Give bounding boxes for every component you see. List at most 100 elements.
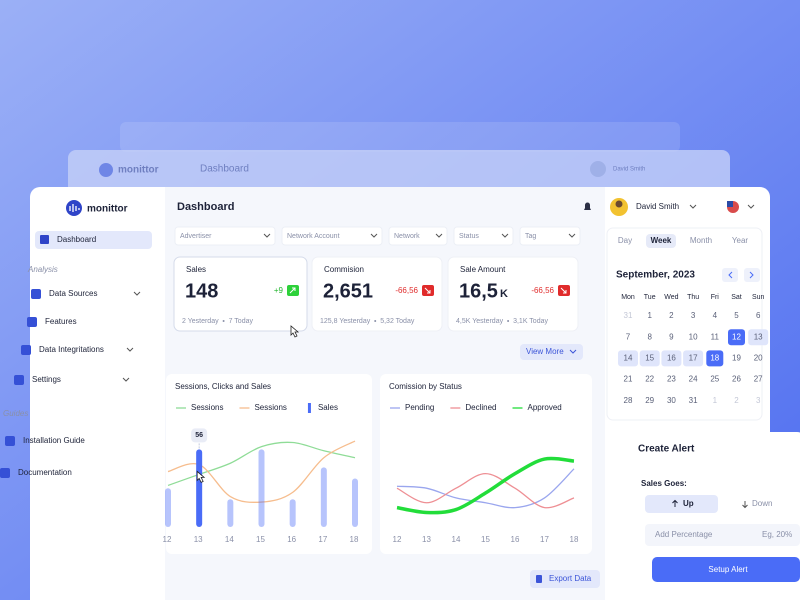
day[interactable]: 1	[713, 396, 718, 405]
view-more[interactable]: View More	[526, 347, 564, 356]
day[interactable]: 4	[713, 311, 718, 320]
view-more-button[interactable]	[520, 344, 583, 360]
nav-item[interactable]: Features	[45, 317, 77, 326]
x-tick-label: 17	[318, 535, 327, 544]
day[interactable]: 11	[711, 332, 720, 341]
nav-icon	[31, 289, 41, 299]
stat-card[interactable]	[447, 256, 579, 332]
bar	[227, 499, 234, 527]
x-tick-label: 16	[511, 535, 520, 544]
filter-select[interactable]	[281, 226, 383, 246]
day[interactable]: 10	[689, 332, 698, 341]
day[interactable]: 3	[691, 311, 696, 320]
day[interactable]: 8	[647, 332, 652, 341]
filter-label: Status	[459, 233, 479, 240]
x-tick-label: 17	[540, 535, 549, 544]
user-name[interactable]: David Smith	[636, 202, 679, 211]
day[interactable]: 27	[754, 375, 763, 384]
day[interactable]: 28	[624, 396, 633, 405]
day[interactable]: 29	[645, 396, 654, 405]
x-tick-label: 14	[225, 535, 234, 544]
range-day	[661, 350, 682, 367]
selected-day	[728, 329, 745, 346]
next-month[interactable]	[744, 268, 760, 282]
day[interactable]: 6	[756, 311, 761, 320]
setup-button[interactable]	[652, 557, 800, 582]
filter-select[interactable]	[174, 226, 276, 246]
day[interactable]: 16	[667, 354, 676, 363]
day[interactable]: 7	[626, 332, 631, 341]
tab[interactable]: Week	[651, 236, 672, 245]
range-day	[683, 350, 704, 367]
day[interactable]: 15	[645, 354, 654, 363]
nav-item[interactable]: Dashboard	[57, 235, 96, 244]
day[interactable]: 18	[710, 354, 719, 363]
stat-card[interactable]	[173, 256, 308, 332]
tab[interactable]: Month	[690, 236, 712, 245]
day[interactable]: 13	[754, 332, 763, 341]
bar	[320, 467, 327, 527]
day[interactable]: 20	[754, 354, 763, 363]
day[interactable]: 19	[732, 354, 741, 363]
day[interactable]: 24	[689, 375, 698, 384]
percentage-input[interactable]	[645, 524, 800, 546]
tab[interactable]: Day	[618, 236, 632, 245]
alert-title: Create Alert	[638, 444, 695, 455]
tab-active	[646, 234, 676, 248]
nav-item[interactable]: Installation Guide	[23, 436, 85, 445]
tab[interactable]: Year	[732, 236, 749, 245]
day[interactable]: 3	[756, 396, 761, 405]
export-label[interactable]: Export Data	[549, 574, 592, 583]
day[interactable]: 17	[689, 354, 698, 363]
weekday: Fri	[711, 294, 720, 301]
stat-detail: 5,32 Today	[380, 318, 415, 325]
legend-label: Sessions	[191, 403, 223, 412]
setup-label[interactable]: Setup Alert	[708, 565, 748, 574]
nav-section: Guides	[3, 409, 28, 418]
stat-detail: 2 Yesterday	[182, 318, 219, 325]
x-tick-label: 16	[287, 535, 296, 544]
day[interactable]: 12	[732, 332, 741, 341]
day[interactable]: 14	[624, 354, 633, 363]
chart-title: Sessions, Clicks and Sales	[175, 382, 271, 391]
filter-select[interactable]	[388, 226, 448, 246]
nav-item[interactable]: Settings	[32, 375, 61, 384]
day[interactable]: 9	[669, 332, 674, 341]
day[interactable]: 1	[647, 311, 652, 320]
back-title: Dashboard	[200, 164, 249, 175]
day[interactable]: 2	[734, 396, 739, 405]
up-button[interactable]	[645, 495, 718, 513]
day[interactable]: 5	[734, 311, 739, 320]
day[interactable]: 31	[624, 311, 633, 320]
series-line	[396, 456, 575, 515]
prev-month[interactable]	[722, 268, 738, 282]
day[interactable]: 22	[645, 375, 654, 384]
stat-card[interactable]	[311, 256, 443, 332]
filter-select[interactable]	[519, 226, 581, 246]
active-nav[interactable]	[35, 231, 152, 249]
up-arrow	[672, 499, 678, 507]
nav-item[interactable]: Data Sources	[49, 289, 97, 298]
trend-arrow	[424, 287, 431, 294]
nav-item[interactable]: Data Integritations	[39, 345, 104, 354]
filter-select[interactable]	[453, 226, 514, 246]
down-label[interactable]: Down	[752, 499, 772, 508]
nav-item[interactable]: Documentation	[18, 468, 72, 477]
day[interactable]: 2	[669, 311, 674, 320]
day[interactable]: 21	[624, 375, 633, 384]
up-label[interactable]: Up	[683, 499, 694, 508]
bell-icon[interactable]	[584, 202, 591, 211]
page-title: Dashboard	[177, 201, 234, 213]
back-logo	[99, 163, 113, 177]
down-arrow	[742, 501, 748, 509]
weekday: Tue	[644, 294, 656, 301]
day[interactable]: 23	[667, 375, 676, 384]
day[interactable]: 31	[689, 396, 698, 405]
day[interactable]: 26	[732, 375, 741, 384]
export-button[interactable]	[530, 570, 600, 588]
chevron	[370, 233, 378, 238]
stat-label: Sale Amount	[460, 265, 506, 274]
day[interactable]: 25	[710, 375, 719, 384]
day[interactable]: 30	[667, 396, 676, 405]
